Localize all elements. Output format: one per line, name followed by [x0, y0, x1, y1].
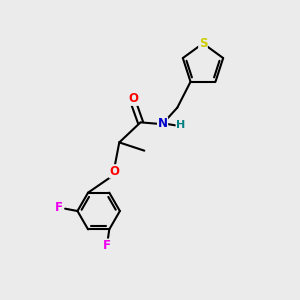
- Text: N: N: [158, 117, 168, 130]
- Text: H: H: [176, 120, 185, 130]
- Text: O: O: [128, 92, 138, 105]
- Text: O: O: [109, 165, 119, 178]
- Text: F: F: [103, 239, 111, 252]
- Text: F: F: [55, 201, 63, 214]
- Text: S: S: [199, 37, 207, 50]
